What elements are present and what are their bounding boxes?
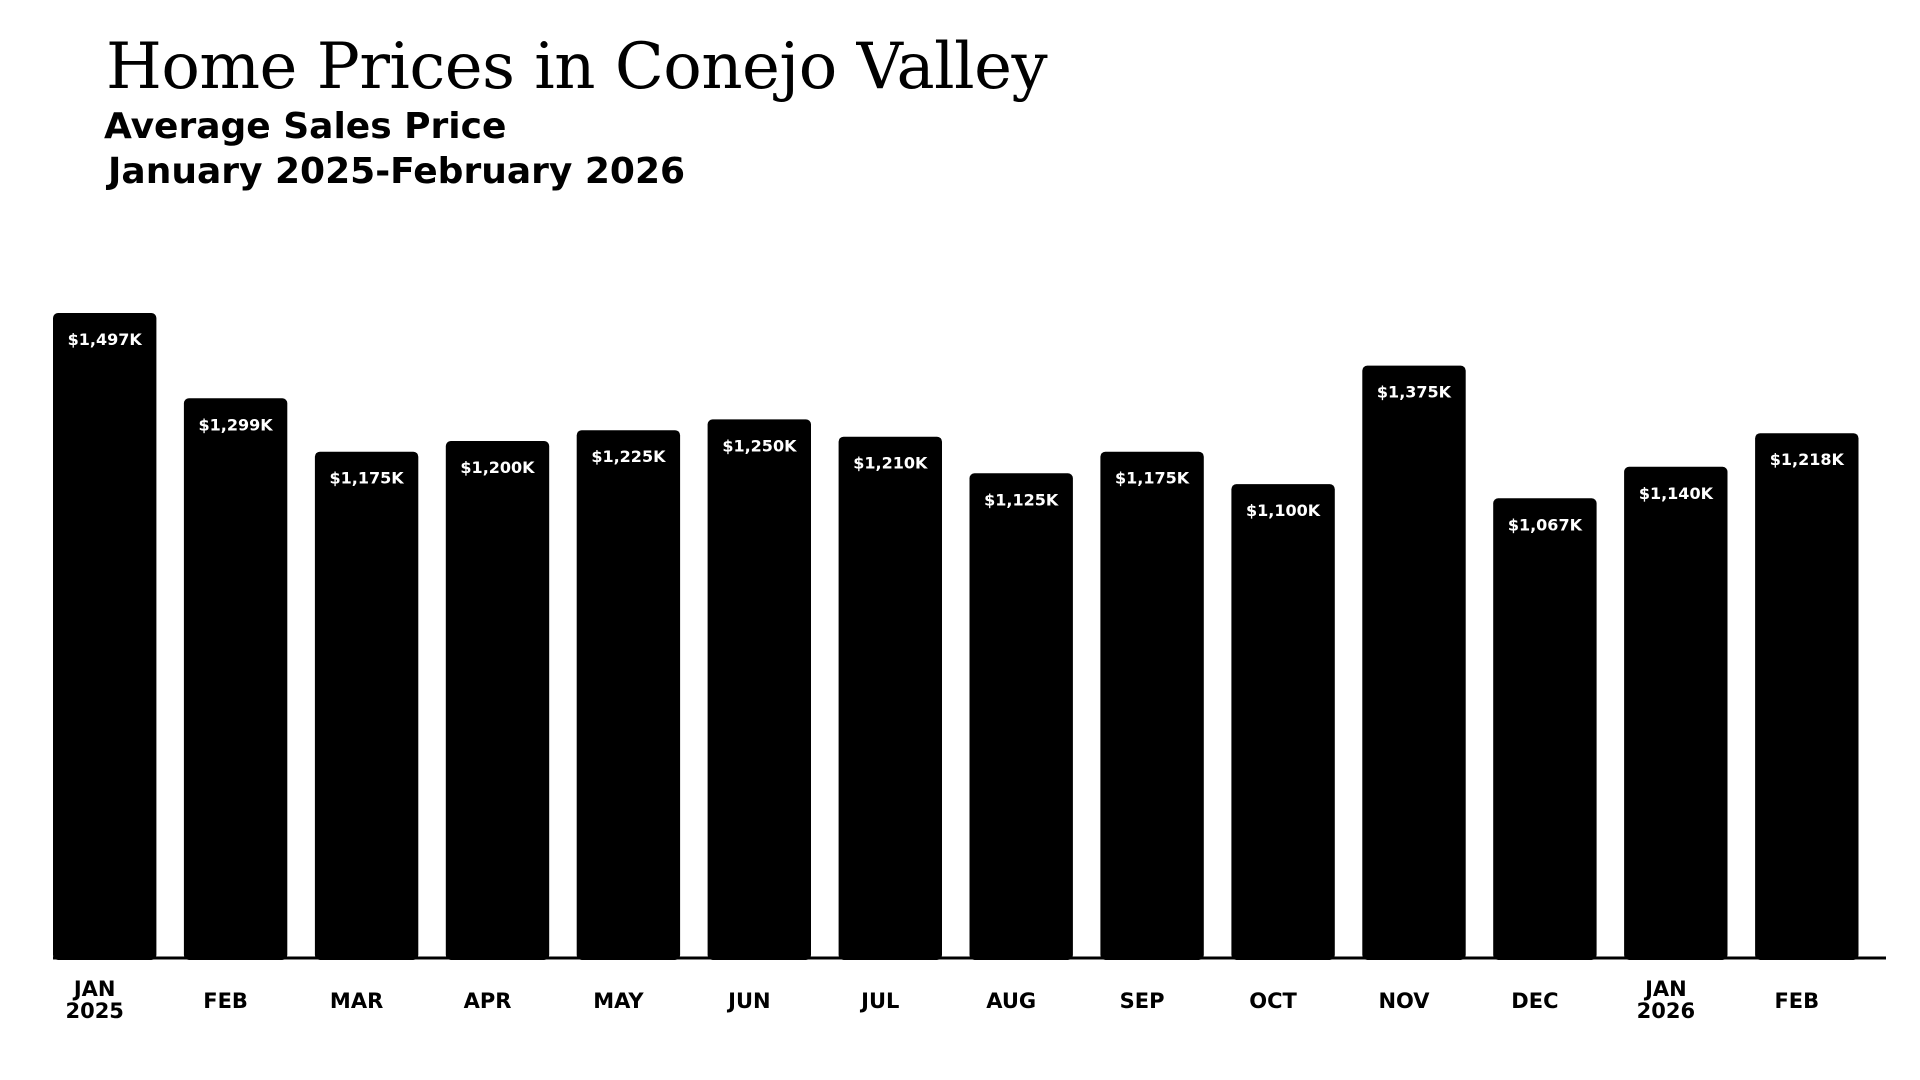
x-tick-label: MAY (593, 989, 644, 1013)
bar-value-label: $1,175K (1115, 469, 1190, 488)
x-tick-label: JUN (726, 989, 770, 1013)
x-tick-label: JAN 2025 (65, 977, 123, 1023)
bar-value-label: $1,250K (722, 436, 797, 455)
bar (1231, 484, 1335, 960)
x-axis-ticks: JAN 2025 FEB MAR APR MAY JUN JUL AUG SEP OCT NOV DEC… (65, 977, 1819, 1023)
x-tick-label: AUG (986, 989, 1036, 1013)
bar-value-label: $1,200K (460, 458, 535, 477)
bar-value-label: $1,125K (984, 490, 1059, 509)
bar (969, 473, 1073, 960)
bar-value-label: $1,375K (1377, 383, 1452, 402)
bar (1755, 433, 1859, 960)
x-tick-label: APR (464, 989, 512, 1013)
bar (445, 441, 550, 960)
bar-value-label: $1,225K (591, 447, 666, 466)
bar (53, 313, 157, 960)
chart-subtitle: Average Sales Price (104, 106, 507, 147)
bar-value-label: $1,140K (1639, 484, 1714, 503)
bar (707, 419, 811, 960)
bar-value-label: $1,100K (1246, 501, 1321, 520)
bar-value-label: $1,218K (1770, 450, 1845, 469)
bar (1624, 466, 1728, 960)
bar (1362, 365, 1466, 961)
bar-value-label: $1,210K (853, 454, 928, 473)
x-tick-label: JUL (859, 989, 899, 1013)
x-tick-label: MAR (330, 989, 383, 1013)
bar (183, 398, 288, 960)
x-tick-label: OCT (1249, 989, 1297, 1013)
bar (576, 430, 681, 960)
bar-value-label: $1,067K (1508, 515, 1583, 534)
x-tick-label: NOV (1378, 989, 1430, 1013)
bar-value-label: $1,175K (330, 469, 405, 488)
bar (1493, 498, 1597, 960)
x-tick-label: DEC (1511, 989, 1558, 1013)
bars-group: $1,497K $1,299K $1,175K $1,200K $1,225K $1,25… (53, 313, 1859, 961)
bar (1100, 451, 1204, 960)
bar-value-label: $1,497K (68, 330, 143, 349)
bar (314, 451, 419, 960)
chart-title: Home Prices in Conejo Valley (106, 30, 1048, 104)
x-tick-label: FEB (1774, 989, 1819, 1013)
chart-period: January 2025-February 2026 (108, 151, 686, 192)
bar-value-label: $1,299K (199, 415, 274, 434)
x-tick-label: SEP (1120, 989, 1165, 1013)
x-tick-label: FEB (203, 989, 248, 1013)
x-tick-label: JAN 2026 (1637, 977, 1695, 1023)
bar (838, 436, 942, 960)
